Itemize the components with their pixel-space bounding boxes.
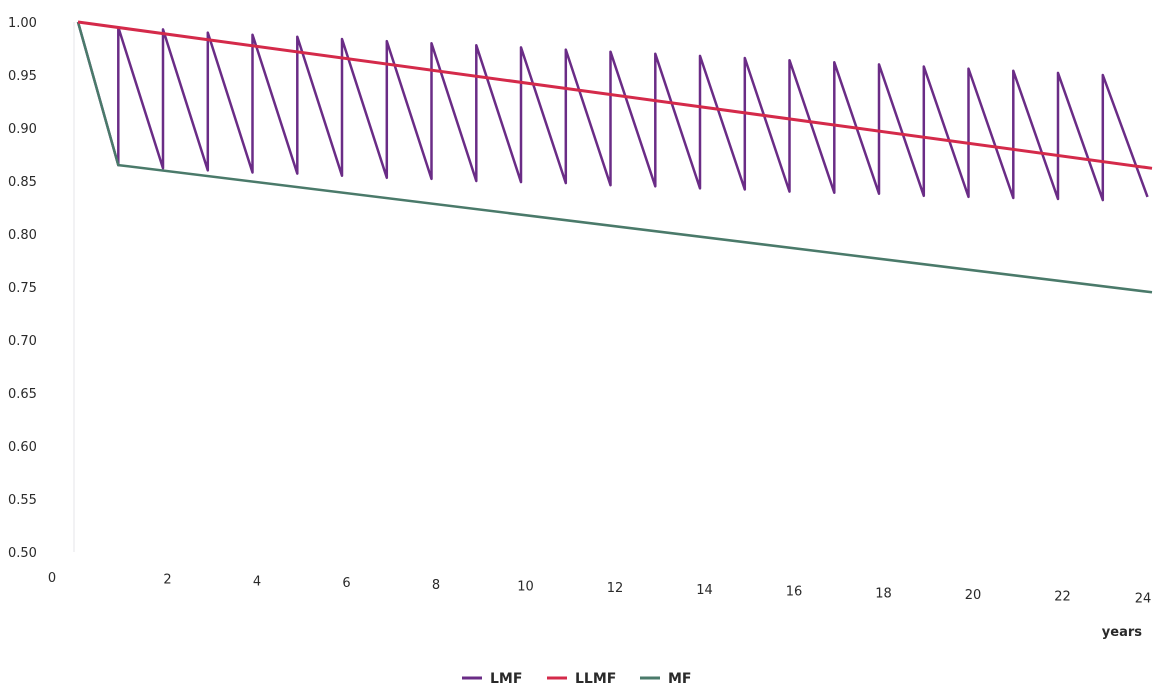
x-tick-label: 2	[163, 573, 171, 588]
legend-label-lmf: LMF	[490, 671, 522, 687]
y-tick-label: 0.50	[8, 546, 37, 561]
series-line-mf	[76, 21, 1153, 294]
x-tick-label: 8	[432, 578, 440, 593]
legend-label-mf: MF	[668, 671, 692, 687]
x-tick-label: 10	[517, 580, 534, 595]
x-tick-label: 12	[607, 581, 624, 596]
x-tick-label: 16	[786, 585, 803, 600]
legend: LMF LLMF MF	[462, 671, 692, 687]
y-tick-label: 0.90	[8, 122, 37, 137]
series-layer	[76, 20, 1153, 294]
y-tick-label: 0.80	[8, 228, 37, 243]
series-line-llmf	[77, 20, 1153, 170]
legend-label-llmf: LLMF	[575, 671, 616, 687]
x-tick-label: 18	[875, 586, 892, 601]
y-tick-label: 0.85	[8, 175, 37, 190]
y-tick-label: 0.55	[8, 493, 37, 508]
x-tick-label: 0	[48, 571, 56, 586]
x-tick-label: 20	[965, 588, 982, 603]
x-tick-label: 14	[696, 583, 713, 598]
y-tick-label: 0.75	[8, 281, 37, 296]
y-tick-label: 1.00	[8, 16, 37, 31]
y-tick-label: 0.60	[8, 440, 37, 455]
x-tick-label: 4	[253, 574, 261, 589]
y-tick-label: 0.70	[8, 334, 37, 349]
x-tick-label: 24	[1135, 591, 1152, 606]
y-axis: 0.50 0.55 0.60 0.65 0.70 0.75 0.80 0.85 0.90 0.95…	[8, 16, 75, 561]
y-tick-label: 0.95	[8, 69, 37, 84]
x-tick-label: 6	[342, 576, 350, 591]
x-tick-label: 22	[1054, 590, 1071, 605]
x-axis: 0 2 4 6 8 10 12 14 16 18 20 22 24	[48, 571, 1151, 606]
series-line-lmf	[76, 21, 1149, 202]
y-tick-label: 0.65	[8, 387, 37, 402]
x-axis-label: years	[1102, 625, 1142, 640]
